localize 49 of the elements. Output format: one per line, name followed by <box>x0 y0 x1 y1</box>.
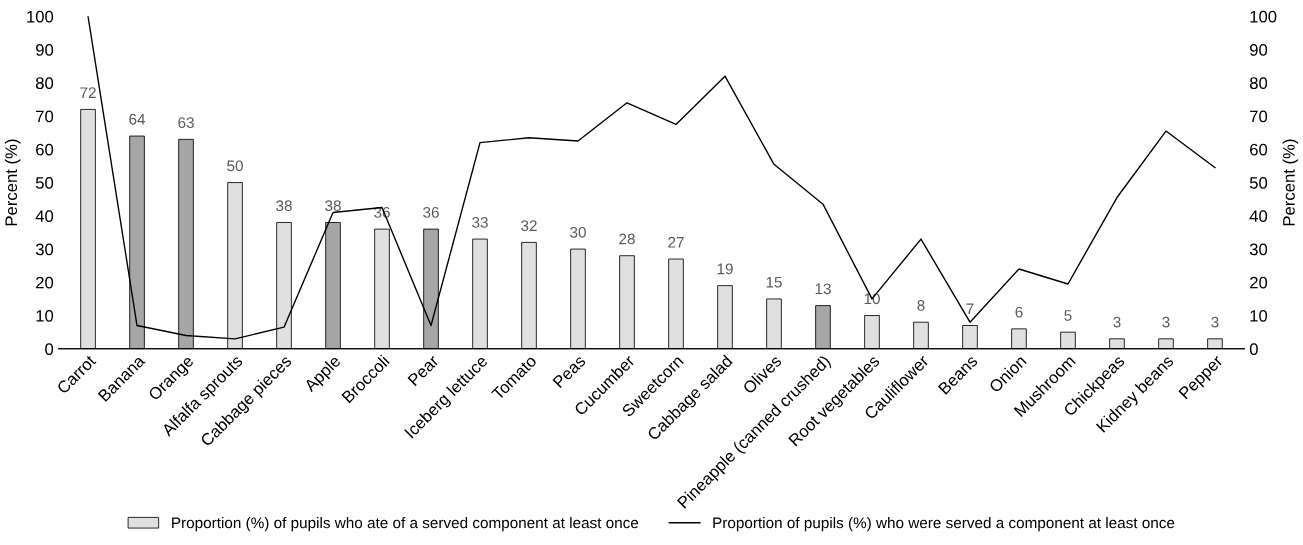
data-label: 28 <box>619 233 635 245</box>
data-label: 30 <box>570 226 586 238</box>
y-tick-label: 70 <box>36 110 54 123</box>
y2-axis-title: Percent (%) <box>1282 139 1299 226</box>
data-label: 13 <box>815 283 831 295</box>
data-label: 7 <box>966 303 974 315</box>
data-label: 27 <box>668 236 684 248</box>
data-label: 10 <box>864 293 880 305</box>
y2-tick-label: 60 <box>1250 143 1268 156</box>
y2-tick-label: 70 <box>1250 110 1268 123</box>
data-label: 3 <box>1162 316 1170 328</box>
y2-tick-label: 30 <box>1249 243 1268 256</box>
data-label: 3 <box>1113 316 1121 328</box>
y-axis-title: Percent (%) <box>4 139 21 226</box>
y2-tick-label: 40 <box>1249 210 1268 223</box>
y2-tick-label: 90 <box>1250 44 1268 56</box>
data-label: 38 <box>325 200 341 212</box>
data-label: 33 <box>472 216 488 228</box>
data-label: 15 <box>766 276 782 288</box>
data-label: 64 <box>129 113 146 125</box>
y2-tick-label: 100 <box>1250 10 1277 23</box>
data-label: 50 <box>227 160 243 172</box>
legend-label: Proportion of pupils (%) who were served a component at least once <box>713 517 1175 532</box>
y2-tick-label: 10 <box>1250 309 1268 322</box>
y-tick-label: 0 <box>45 343 54 355</box>
data-label: 6 <box>1015 306 1023 318</box>
data-label: 36 <box>423 206 439 218</box>
y-tick-label: 80 <box>35 77 54 90</box>
data-label: 32 <box>521 220 537 232</box>
y-tick-label: 10 <box>36 309 54 322</box>
y-tick-label: 60 <box>36 143 54 156</box>
data-label: 72 <box>80 87 96 98</box>
y-tick-label: 50 <box>35 176 54 189</box>
y-tick-label: 100 <box>27 10 54 23</box>
y-tick-label: 40 <box>35 210 54 223</box>
data-label: 38 <box>276 200 292 212</box>
legend-label: Proportion (%) of pupils who ate of a served component at least once <box>172 517 639 532</box>
data-label: 63 <box>178 117 194 128</box>
data-label: 8 <box>917 300 925 311</box>
y2-tick-label: 20 <box>1250 276 1268 289</box>
data-label: 3 <box>1211 316 1219 328</box>
y-tick-label: 90 <box>36 44 54 56</box>
data-label: 19 <box>717 263 733 275</box>
y2-tick-label: 0 <box>1249 343 1258 355</box>
y-tick-label: 30 <box>35 243 54 256</box>
y2-tick-label: 80 <box>1249 77 1268 90</box>
y-tick-label: 20 <box>36 276 54 289</box>
y2-tick-label: 50 <box>1249 176 1268 189</box>
data-label: 5 <box>1064 310 1072 321</box>
